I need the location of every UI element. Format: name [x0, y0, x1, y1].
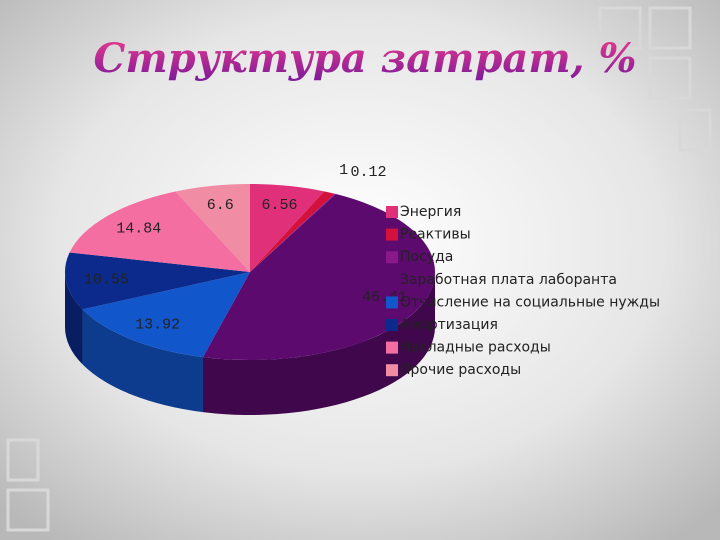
chart-title: Структура затрат, % [93, 35, 636, 82]
data-label: 14.84 [116, 220, 161, 237]
slice [64, 252, 250, 310]
legend-swatch [386, 273, 398, 286]
legend: Энергия Реактивы Посуда Заработная плата ла… [386, 204, 660, 378]
legend-swatch [386, 206, 398, 218]
data-label: 10.55 [84, 271, 129, 288]
slice-side [65, 272, 83, 365]
data-label: 6.6 [207, 197, 234, 214]
legend-swatch [386, 364, 398, 377]
slice [69, 191, 250, 272]
legend-swatch [386, 341, 398, 354]
slice [175, 184, 250, 272]
legend-label: Прочие расходы [400, 362, 521, 378]
legend-swatch [386, 319, 398, 331]
legend-label: Посуда [400, 249, 453, 265]
slice [202, 194, 436, 361]
data-label: 0.12 [351, 164, 387, 181]
legend-swatch [386, 296, 398, 309]
slice-side [82, 309, 203, 413]
legend-label: Реактивы [400, 227, 471, 243]
legend-swatch [386, 251, 398, 264]
legend-swatch [386, 228, 398, 241]
slice [250, 191, 335, 272]
legend-label: Заработная плата лаборанта [400, 272, 617, 288]
slice-side [202, 272, 435, 416]
data-label: 6.56 [262, 197, 298, 214]
legend-label: Отчисление на социальные нужды [400, 294, 660, 310]
decor [6, 6, 712, 532]
data-label: 13.92 [135, 317, 180, 334]
data-label: 1 [339, 162, 348, 179]
slice [250, 193, 336, 272]
slice [82, 272, 251, 358]
legend-label: Накладные расходы [400, 340, 551, 356]
legend-label: Энергия [400, 204, 461, 220]
legend-label: Амортизация [400, 317, 498, 333]
slice [250, 184, 325, 272]
